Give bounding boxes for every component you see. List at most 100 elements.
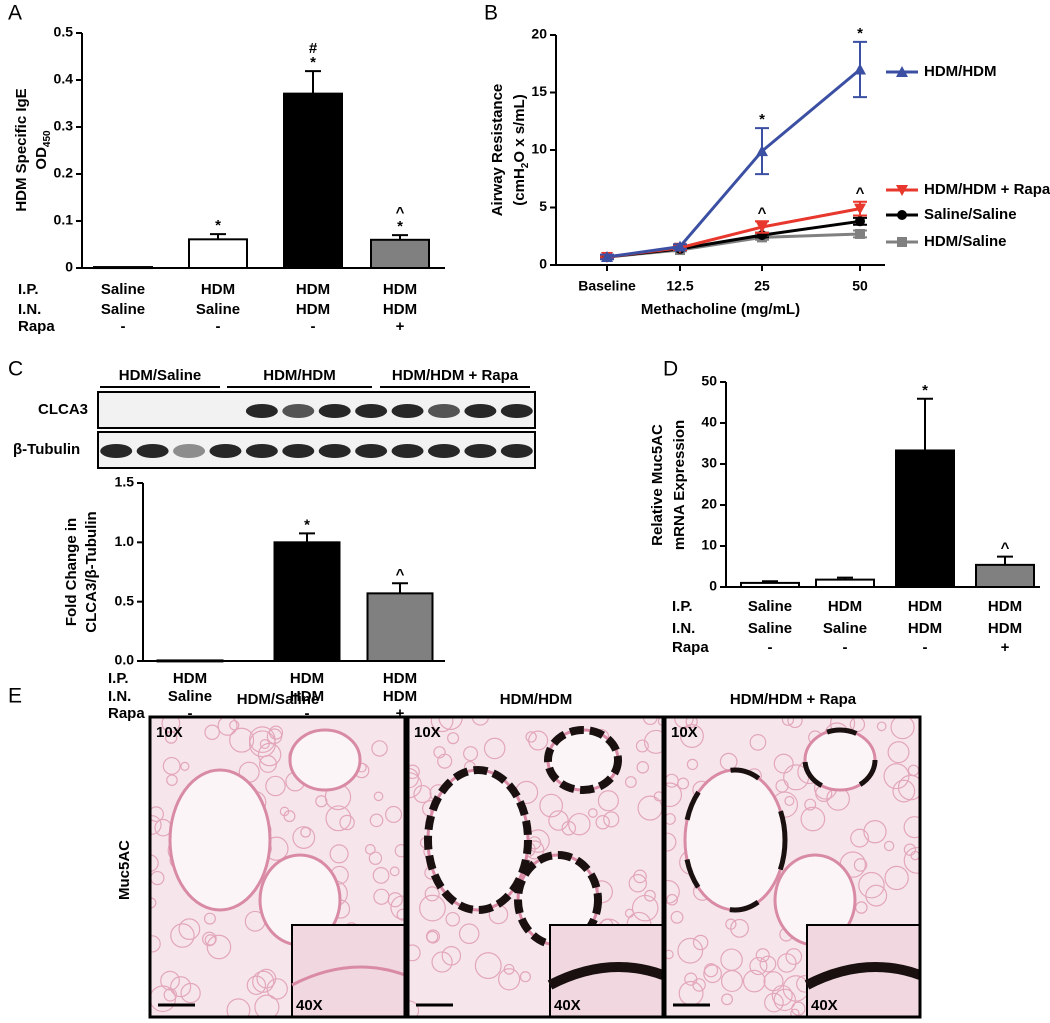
alveolus [265, 775, 286, 797]
y-tick-label: 1.0 [115, 533, 135, 549]
alveolus [876, 721, 887, 732]
alveolus [204, 724, 220, 741]
marker [855, 216, 865, 227]
inset-magnification: 40X [296, 997, 323, 1014]
y-axis-label: (cmH2O x s/mL) [511, 94, 531, 205]
bar [895, 449, 955, 588]
label-text: Airway Resistance [489, 84, 506, 217]
alveolus [150, 806, 164, 822]
bar [273, 541, 341, 662]
legend-label: HDM/Saline [924, 233, 1007, 250]
category-label: HDM [383, 670, 417, 687]
marker [674, 240, 686, 252]
alveolus [781, 717, 795, 726]
significance-mark: * [310, 54, 316, 71]
blot-band [500, 444, 533, 458]
alveolus [665, 879, 680, 904]
significance-mark: ^ [856, 185, 865, 202]
category-label: - [768, 639, 773, 656]
x-tick-label: 12.5 [666, 278, 693, 294]
row-label: I.N. [108, 688, 131, 705]
label-text: Relative Muc5AC [649, 424, 666, 546]
category-label: HDM [290, 670, 324, 687]
frame [663, 715, 922, 1019]
alveolus [883, 763, 910, 790]
significance-mark: * [759, 111, 765, 128]
label-text: Fold Change in [63, 518, 80, 626]
significance-mark: * [215, 217, 221, 234]
alveolus [364, 843, 376, 855]
category-label: HDM [383, 281, 417, 298]
panel-label: D [663, 358, 678, 381]
significance-mark: ^ [758, 204, 767, 221]
panel-label: E [8, 685, 22, 708]
alveolus [636, 761, 650, 774]
category-label: HDM [828, 598, 862, 615]
alveolus [742, 969, 766, 993]
blot-band [464, 404, 497, 418]
alveolus [853, 858, 868, 872]
alveolus [892, 779, 916, 803]
row-label: I.P. [672, 598, 693, 615]
label-text: OD [33, 147, 50, 170]
alveolus [692, 978, 706, 992]
y-axis-label: CLCA3/β-Tubulin [83, 511, 100, 632]
row-label: Rapa [672, 639, 709, 656]
alveolus [445, 911, 460, 927]
blot-band [282, 404, 315, 418]
significance-mark: ^ [396, 566, 405, 583]
y-tick-label: 20 [701, 496, 717, 512]
airway [168, 768, 272, 912]
blot-band [391, 444, 424, 458]
y-tick-label: 5 [539, 198, 547, 214]
alveolus [703, 964, 722, 984]
alveolus [372, 867, 390, 884]
bar [366, 592, 434, 662]
label-text: mRNA Expression [671, 420, 688, 550]
alveolus [775, 779, 789, 793]
alveolus [180, 982, 201, 1004]
alveolus [519, 971, 531, 983]
panel-label: A [8, 2, 22, 25]
alveolus [266, 978, 288, 1000]
alveolus [170, 976, 192, 998]
category-label: Saline [101, 281, 145, 298]
category-label: + [1001, 639, 1010, 656]
alveolus [525, 731, 537, 743]
category-label: HDM [908, 598, 942, 615]
alveolus [865, 884, 888, 907]
category-label: HDM [988, 598, 1022, 615]
error-bar [392, 234, 408, 240]
legend-label: HDM/HDM + Rapa [924, 181, 1050, 198]
alveolus [178, 918, 201, 941]
category-label: Saline [101, 301, 145, 318]
y-axis-label: OD450 [33, 130, 53, 170]
x-axis-label: Methacholine (mg/mL) [641, 301, 800, 318]
alveolus [229, 727, 255, 753]
alveolus [665, 949, 674, 960]
y-tick-label: 40 [701, 414, 717, 430]
alveolus [396, 908, 405, 921]
y-axis-label: mRNA Expression [671, 420, 688, 550]
marker [854, 203, 866, 215]
y-tick-label: 0.5 [115, 592, 135, 608]
blot-row-label: CLCA3 [38, 401, 88, 418]
alveolus [431, 951, 453, 973]
significance-mark: ^ [396, 204, 405, 221]
significance-mark: # [309, 40, 318, 57]
row-label: Muc5AC [116, 840, 133, 900]
alveolus [791, 1001, 806, 1016]
alveolus [325, 805, 352, 832]
alveolus [498, 968, 521, 991]
y-tick-label: 0.4 [54, 71, 74, 87]
micrograph [665, 717, 920, 1017]
alveolus [679, 724, 704, 748]
category-label: Saline [823, 620, 867, 637]
inset-epithelium [804, 962, 920, 990]
category-label: Saline [748, 620, 792, 637]
alveolus [749, 956, 768, 976]
alveolus [163, 988, 178, 1002]
alveolus [686, 758, 699, 771]
alveolus [419, 894, 446, 922]
